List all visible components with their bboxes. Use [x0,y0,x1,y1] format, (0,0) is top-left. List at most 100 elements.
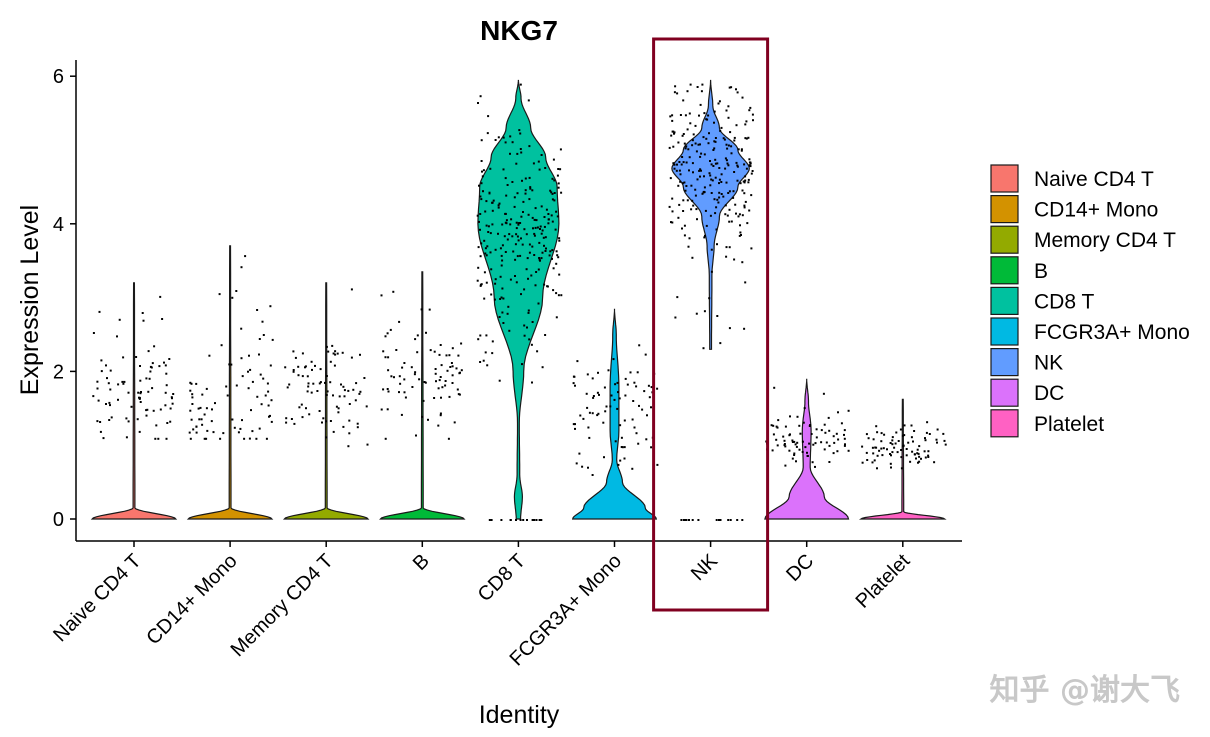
data-point [727,105,730,108]
data-point [532,227,534,230]
data-point [624,394,627,397]
data-point [899,428,902,431]
data-point [145,414,148,417]
data-point [499,247,502,250]
data-point [547,222,550,225]
data-point [477,266,480,269]
data-point [457,393,460,396]
data-point [483,297,486,300]
data-point [791,441,794,443]
data-point [285,417,288,420]
data-point [123,380,126,383]
data-point [681,156,684,158]
data-point [403,362,406,364]
data-point [100,370,103,373]
data-point [533,234,536,237]
data-point [121,380,124,383]
data-point [713,140,716,143]
data-point [448,354,451,357]
data-point [264,394,267,397]
data-point [695,150,698,153]
violin-body [764,378,850,520]
data-point [791,457,794,460]
data-point [723,138,726,141]
data-point [700,152,703,155]
data-point [551,177,554,180]
data-point [136,418,139,421]
data-point [585,392,588,395]
data-point [501,244,504,247]
data-point [267,404,270,407]
data-point [682,210,685,212]
data-point [539,225,542,228]
data-point [695,312,698,315]
data-point [535,519,538,521]
data-point [832,452,835,455]
data-point [482,169,485,172]
data-point [304,365,307,368]
data-point [329,420,332,422]
data-point [139,379,142,382]
data-point [170,396,173,399]
data-point [691,519,694,521]
data-point [422,399,425,402]
data-point [602,421,605,424]
data-point [533,254,536,256]
data-point [697,519,700,521]
data-point [917,452,920,455]
data-point [519,222,522,224]
data-point [837,438,840,441]
data-point [188,431,191,434]
data-point [682,199,685,202]
data-point [382,388,385,391]
data-point [878,449,881,452]
data-point [714,212,717,215]
data-point [902,444,905,447]
violin-body [379,271,466,520]
data-point [707,142,710,145]
data-point [159,295,162,298]
data-point [510,218,513,221]
data-point [804,446,807,449]
data-point [389,328,392,331]
data-point [547,218,550,221]
data-point [535,271,538,273]
jitter-points [572,344,659,476]
data-point [676,163,678,166]
data-point [440,364,443,367]
data-point [398,320,401,323]
data-point [490,519,493,521]
data-point [433,350,436,353]
data-point [795,445,798,448]
y-tick-label: 2 [53,361,64,383]
data-point [557,256,560,259]
data-point [294,356,297,359]
data-point [504,221,507,224]
data-point [713,121,715,124]
data-point [494,139,497,141]
data-point [677,141,680,144]
data-point [926,421,929,424]
data-point [271,338,274,341]
data-point [749,162,752,165]
data-point [714,137,717,139]
data-point [741,96,744,99]
data-point [479,213,482,215]
data-point [556,254,559,257]
data-point [500,264,503,267]
data-point [777,419,780,422]
data-point [516,192,519,195]
data-point [750,194,753,197]
data-point [681,227,683,230]
data-point [146,408,149,411]
data-point [524,177,527,180]
data-point [153,345,156,348]
data-point [709,160,711,162]
legend-item: DC [990,378,1064,407]
violin-body [858,398,947,520]
data-point [479,228,481,231]
data-point [482,190,484,193]
data-point [356,422,359,425]
data-point [694,188,697,191]
data-point [641,408,644,411]
